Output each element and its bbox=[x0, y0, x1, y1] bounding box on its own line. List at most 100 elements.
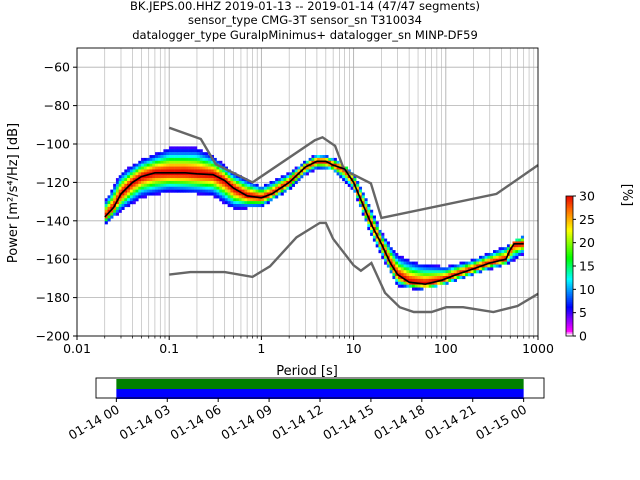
psd-cell bbox=[157, 192, 161, 196]
psd-cell bbox=[222, 198, 226, 202]
timeline-tick-label: 01-14 18 bbox=[371, 402, 427, 443]
colorbar-tick-label: 5 bbox=[579, 305, 587, 320]
psd-cell bbox=[249, 204, 254, 208]
psd-cell bbox=[275, 192, 279, 196]
psd-cell bbox=[191, 175, 195, 179]
timeline-tick-label: 01-14 12 bbox=[269, 402, 325, 443]
psd-cell bbox=[308, 157, 312, 161]
psd-cell bbox=[107, 198, 111, 202]
psd-cell bbox=[113, 192, 117, 196]
psd-cell bbox=[107, 215, 111, 219]
colorbar-swatch bbox=[566, 328, 573, 331]
psd-cell bbox=[518, 244, 522, 248]
psd-cell bbox=[261, 186, 265, 190]
psd-cell bbox=[216, 160, 220, 164]
psd-cell bbox=[414, 267, 418, 271]
psd-cell bbox=[465, 273, 469, 277]
psd-cell bbox=[518, 250, 522, 254]
psd-cell bbox=[344, 166, 349, 170]
psd-cell bbox=[219, 198, 223, 202]
psd-cell bbox=[431, 278, 435, 282]
psd-cell bbox=[520, 252, 525, 257]
psd-cell bbox=[498, 255, 502, 259]
psd-cell bbox=[157, 157, 161, 161]
psd-cell bbox=[409, 264, 413, 268]
psd-cell bbox=[196, 155, 201, 159]
psd-cell bbox=[492, 258, 497, 262]
psd-cell bbox=[182, 183, 187, 187]
psd-cell bbox=[272, 189, 276, 193]
psd-cell bbox=[300, 172, 304, 176]
psd-cell bbox=[395, 276, 399, 280]
psd-cell bbox=[241, 206, 245, 210]
psd-cell bbox=[311, 166, 315, 170]
psd-cell bbox=[177, 160, 181, 164]
colorbar-swatch bbox=[566, 220, 573, 223]
psd-cell bbox=[210, 186, 214, 190]
timeline-tick-label: 01-14 15 bbox=[320, 402, 376, 443]
psd-cell bbox=[495, 264, 499, 268]
psd-cell bbox=[459, 273, 463, 277]
psd-cell bbox=[314, 157, 318, 161]
psd-cell bbox=[115, 206, 120, 210]
psd-cell bbox=[241, 201, 245, 205]
psd-cell bbox=[356, 195, 360, 199]
psd-cell bbox=[275, 195, 279, 199]
psd-cell bbox=[127, 180, 131, 185]
psd-cell bbox=[163, 155, 167, 159]
psd-cell bbox=[174, 172, 178, 176]
psd-cell bbox=[222, 195, 226, 199]
psd-cell bbox=[484, 252, 488, 257]
psd-cell bbox=[261, 192, 265, 196]
psd-cell bbox=[425, 270, 430, 274]
psd-cell bbox=[297, 178, 301, 182]
psd-cell bbox=[492, 255, 497, 259]
colorbar-swatch bbox=[566, 262, 573, 265]
psd-cell bbox=[199, 183, 203, 187]
psd-cell bbox=[160, 175, 164, 179]
psd-cell bbox=[213, 172, 217, 176]
psd-cell bbox=[423, 281, 427, 285]
psd-cell bbox=[244, 183, 248, 187]
psd-cell bbox=[199, 175, 203, 179]
psd-cell bbox=[515, 255, 519, 259]
psd-cell bbox=[115, 209, 120, 213]
psd-cell bbox=[512, 244, 516, 248]
psd-cell bbox=[115, 204, 120, 208]
psd-cell bbox=[492, 252, 497, 257]
psd-cell bbox=[453, 278, 457, 282]
psd-cell bbox=[107, 218, 111, 222]
psd-cell bbox=[129, 198, 133, 202]
psd-cell bbox=[115, 183, 120, 187]
colorbar-swatch bbox=[566, 314, 573, 317]
psd-cell bbox=[420, 270, 424, 274]
psd-cell bbox=[308, 160, 312, 164]
psd-cell bbox=[194, 180, 198, 185]
psd-cell bbox=[219, 186, 223, 190]
colorbar-swatch bbox=[566, 234, 573, 237]
psd-cell bbox=[163, 152, 167, 156]
psd-cell bbox=[372, 221, 376, 225]
psd-cell bbox=[372, 232, 376, 236]
psd-cell bbox=[129, 183, 133, 187]
psd-cell bbox=[241, 178, 245, 182]
psd-cell bbox=[442, 281, 446, 285]
psd-cell bbox=[121, 186, 125, 190]
psd-cell bbox=[411, 267, 416, 271]
psd-cell bbox=[127, 201, 131, 205]
psd-cell bbox=[392, 264, 396, 268]
psd-cell bbox=[370, 215, 374, 219]
psd-cell bbox=[182, 175, 187, 179]
x-axis-label: Period [s] bbox=[276, 364, 338, 379]
psd-cell bbox=[277, 192, 282, 196]
psd-cell bbox=[216, 189, 220, 193]
colorbar-swatch bbox=[566, 278, 573, 281]
psd-cell bbox=[333, 160, 337, 164]
psd-cell bbox=[113, 209, 117, 213]
psd-cell bbox=[431, 273, 435, 277]
psd-cell bbox=[358, 192, 363, 196]
psd-cell bbox=[141, 160, 145, 164]
psd-cell bbox=[188, 160, 192, 164]
psd-cell bbox=[386, 244, 390, 248]
psd-cell bbox=[121, 183, 125, 187]
